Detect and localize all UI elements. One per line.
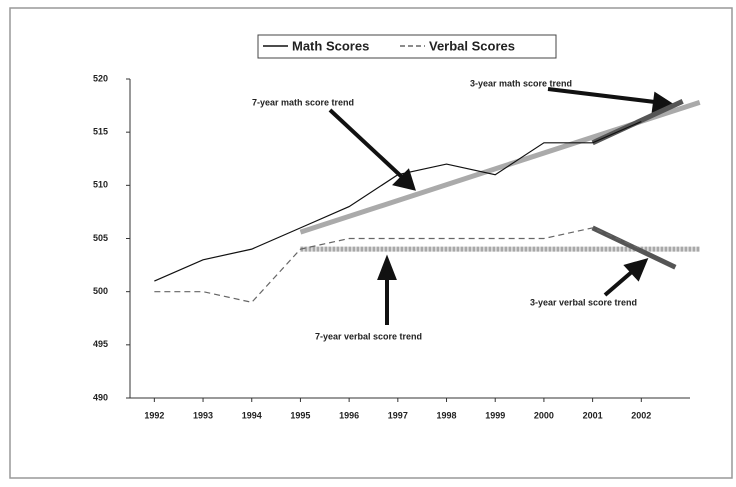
x-tick-label: 2000 bbox=[534, 410, 554, 420]
legend-label: Math Scores bbox=[292, 38, 369, 53]
series-line bbox=[154, 120, 642, 282]
arrows bbox=[328, 87, 675, 325]
x-tick-label: 1995 bbox=[290, 410, 310, 420]
chart-frame bbox=[9, 7, 733, 479]
arrow-head bbox=[377, 254, 397, 280]
arrow-head bbox=[392, 168, 416, 191]
arrow bbox=[603, 268, 636, 297]
annotation: 3-year verbal score trend bbox=[530, 297, 637, 307]
legend-box bbox=[257, 34, 557, 59]
arrow-head bbox=[623, 257, 649, 282]
y-tick-label: 500 bbox=[93, 286, 108, 296]
x-tick-label: 1992 bbox=[144, 410, 164, 420]
x-tick-label: 1999 bbox=[485, 410, 505, 420]
y-tick-label: 505 bbox=[93, 233, 108, 243]
y-tick-label: 490 bbox=[93, 392, 108, 402]
y-tick-label: 515 bbox=[93, 127, 108, 137]
x-tick-label: 2001 bbox=[583, 410, 603, 420]
arrow bbox=[328, 108, 405, 180]
x-tick-label: 1994 bbox=[242, 410, 262, 420]
x-tick-label: 1996 bbox=[339, 410, 359, 420]
x-tick-label: 1997 bbox=[388, 410, 408, 420]
arrow-head bbox=[651, 91, 675, 114]
series-line bbox=[154, 227, 642, 303]
y-tick-label: 510 bbox=[93, 180, 108, 190]
annotation: 3-year math score trend bbox=[470, 78, 572, 88]
x-tick-label: 2002 bbox=[631, 410, 651, 420]
legend-label: Verbal Scores bbox=[429, 38, 515, 53]
annotation: 7-year math score trend bbox=[252, 97, 354, 107]
x-tick-label: 1998 bbox=[437, 410, 457, 420]
y-tick-label: 495 bbox=[93, 339, 108, 349]
annotation: 7-year verbal score trend bbox=[315, 331, 422, 341]
arrow bbox=[547, 87, 656, 104]
x-tick-label: 1993 bbox=[193, 410, 213, 420]
y-tick-label: 520 bbox=[93, 73, 108, 83]
